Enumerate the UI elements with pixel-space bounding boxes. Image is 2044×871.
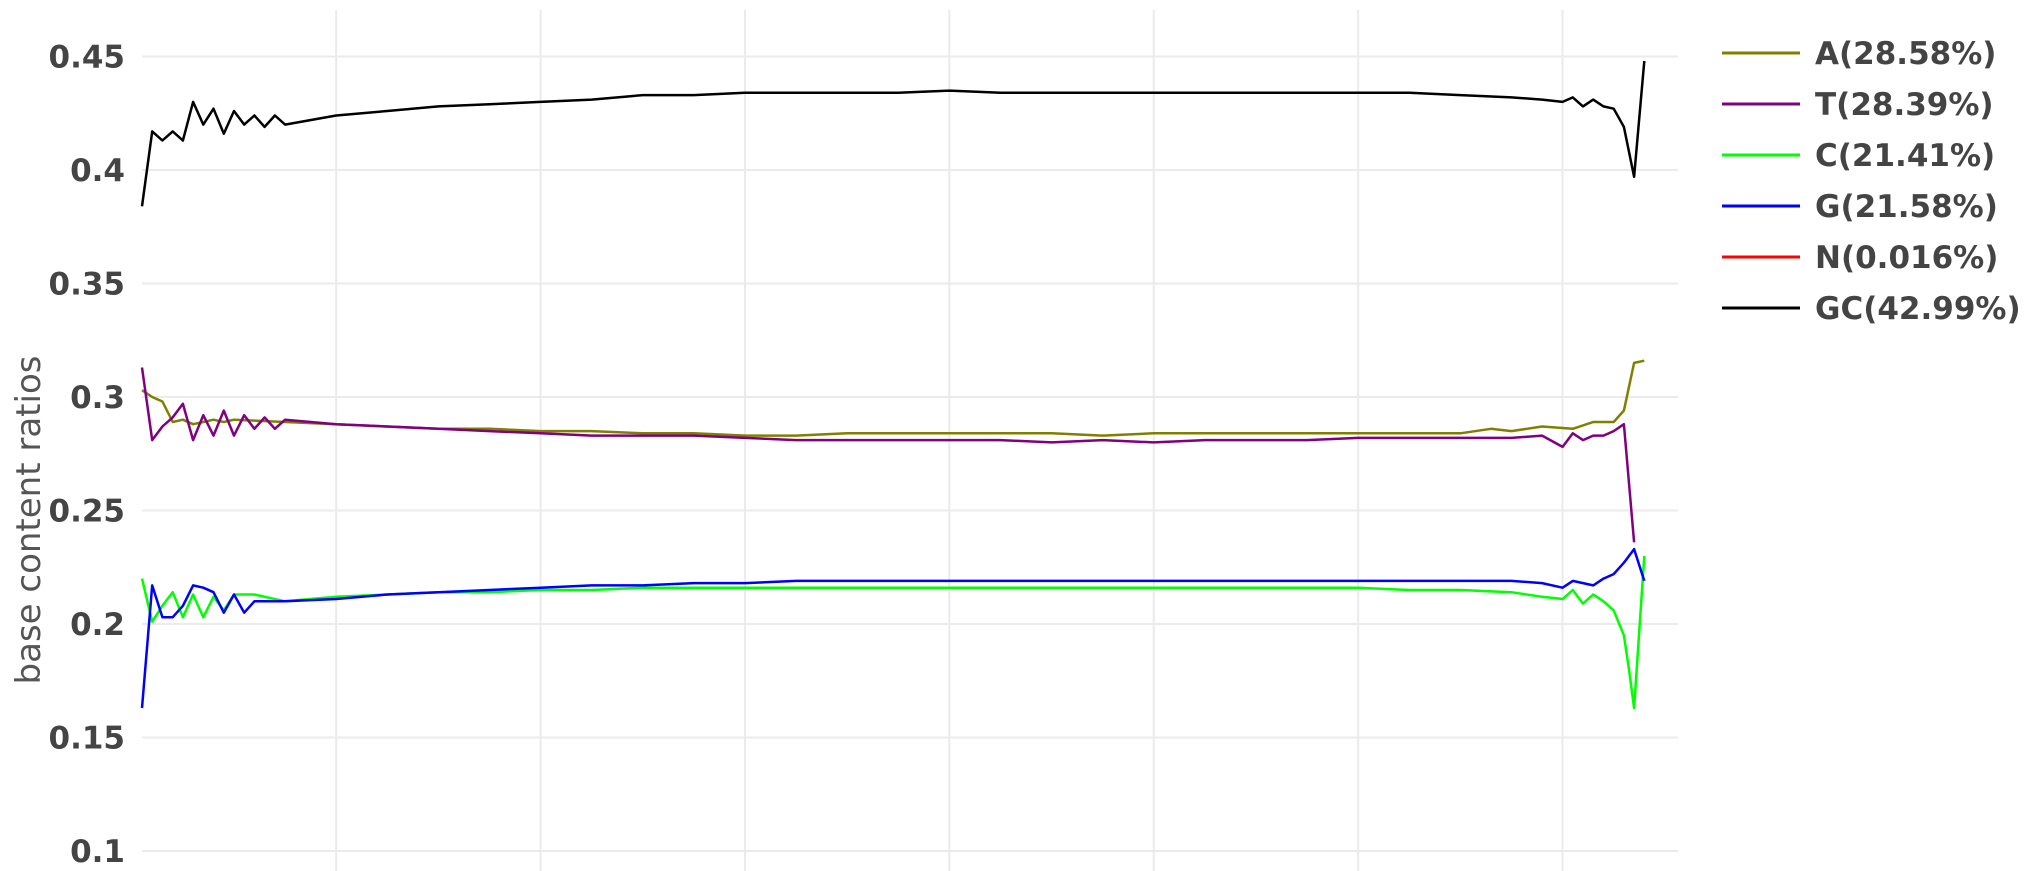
y-tick-label: 0.2 bbox=[70, 607, 125, 643]
series-line-a bbox=[141, 359, 1645, 437]
y-tick-labels: 0.45 0.4 0.35 0.3 0.25 0.2 0.15 0.1 bbox=[49, 40, 126, 871]
legend-label: C(21.41%) bbox=[1815, 138, 1995, 174]
y-tick-label: 0.15 bbox=[49, 721, 126, 757]
legend-label: GC(42.99%) bbox=[1815, 291, 2021, 327]
y-axis-title: base content ratios bbox=[9, 356, 49, 685]
grid bbox=[142, 10, 1678, 871]
plot-lines bbox=[140, 60, 1646, 710]
legend-label: T(28.39%) bbox=[1815, 87, 1994, 123]
y-tick-label: 0.3 bbox=[70, 380, 125, 416]
y-tick-label: 0.25 bbox=[49, 494, 126, 530]
legend-item-a[interactable]: A(28.58%) bbox=[1722, 36, 1996, 72]
y-tick-label: 0.45 bbox=[49, 40, 126, 76]
y-tick-label: 0.1 bbox=[70, 834, 125, 870]
legend-item-g[interactable]: G(21.58%) bbox=[1722, 189, 1998, 225]
y-tick-label: 0.4 bbox=[70, 153, 125, 189]
y-tick-label: 0.35 bbox=[49, 267, 126, 303]
series-line-gc bbox=[140, 60, 1646, 207]
series-line-g bbox=[140, 547, 1646, 709]
legend-item-gc[interactable]: GC(42.99%) bbox=[1722, 291, 2021, 327]
legend-label: A(28.58%) bbox=[1815, 36, 1996, 72]
legend-item-n[interactable]: N(0.016%) bbox=[1722, 240, 1998, 276]
series-line-t bbox=[140, 367, 1636, 543]
series-line-c bbox=[140, 555, 1646, 710]
legend-label: N(0.016%) bbox=[1815, 240, 1998, 276]
legend[interactable]: A(28.58%) T(28.39%) C(21.41%) G(21.58%) N(0.… bbox=[1722, 36, 2021, 327]
legend-label: G(21.58%) bbox=[1815, 189, 1998, 225]
legend-item-t[interactable]: T(28.39%) bbox=[1722, 87, 1994, 123]
legend-item-c[interactable]: C(21.41%) bbox=[1722, 138, 1995, 174]
